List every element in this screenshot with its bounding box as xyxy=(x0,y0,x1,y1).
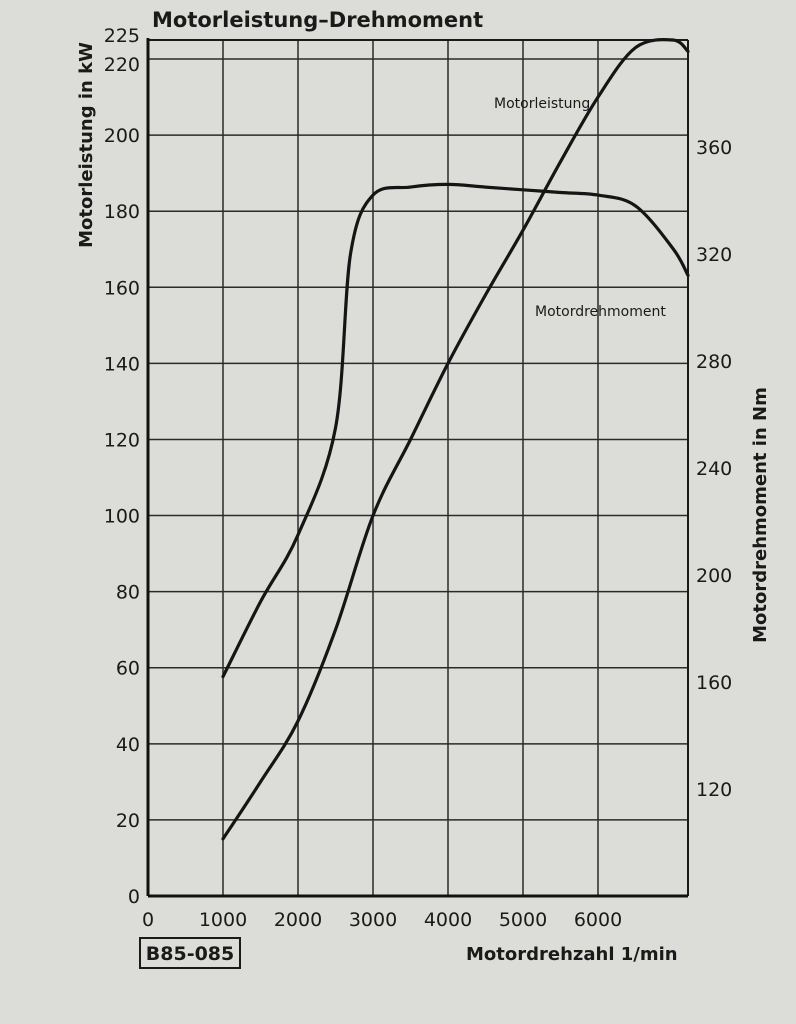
y-left-tick-140: 140 xyxy=(104,353,140,375)
series-line-motordrehmoment xyxy=(221,182,690,679)
x-tick-3000: 3000 xyxy=(349,909,397,931)
figure-id: B85-085 xyxy=(146,943,234,965)
y-right-tick-320: 320 xyxy=(696,244,732,266)
grid-lines xyxy=(148,39,689,896)
y-right-tick-200: 200 xyxy=(696,565,732,587)
y-left-tick-220: 220 xyxy=(104,54,140,76)
y-left-tick-120: 120 xyxy=(104,429,140,451)
tick-labels: 0 20 40 60 80 100 120 140 160 180 200 220 225 120 160 2… xyxy=(104,25,733,931)
y-right-tick-280: 280 xyxy=(696,351,732,373)
series-label-motordrehmoment: Motordrehmoment xyxy=(535,304,666,320)
x-tick-2000: 2000 xyxy=(274,909,322,931)
y-axis-right-label: Motordrehmoment in Nm xyxy=(750,387,771,643)
figure-id-frame xyxy=(139,937,241,969)
x-tick-6000: 6000 xyxy=(574,909,622,931)
x-tick-4000: 4000 xyxy=(424,909,472,931)
y-left-tick-0: 0 xyxy=(128,886,140,908)
y-left-tick-225: 225 xyxy=(104,25,140,47)
y-left-tick-20: 20 xyxy=(116,810,140,832)
y-left-tick-200: 200 xyxy=(104,125,140,147)
axes xyxy=(146,38,688,898)
y-right-tick-240: 240 xyxy=(696,458,732,480)
y-left-tick-40: 40 xyxy=(116,734,140,756)
series-line-motorleistung xyxy=(221,37,690,841)
y-axis-left-label: Motorleistung in kW xyxy=(76,42,97,248)
y-left-tick-180: 180 xyxy=(104,201,140,223)
y-left-tick-60: 60 xyxy=(116,658,140,680)
x-tick-5000: 5000 xyxy=(499,909,547,931)
y-left-tick-160: 160 xyxy=(104,277,140,299)
y-right-tick-120: 120 xyxy=(696,779,732,801)
figure-id-box: B85-085 xyxy=(139,937,241,969)
y-right-tick-360: 360 xyxy=(696,137,732,159)
x-tick-0: 0 xyxy=(142,909,154,931)
series-lines xyxy=(221,37,690,841)
y-left-tick-80: 80 xyxy=(116,582,140,604)
x-axis-label: Motordrehzahl 1/min xyxy=(466,944,678,965)
y-left-tick-100: 100 xyxy=(104,506,140,528)
chart-title: Motorleistung–Drehmoment xyxy=(152,8,483,32)
y-right-tick-160: 160 xyxy=(696,672,732,694)
series-label-motorleistung: Motorleistung xyxy=(494,96,590,112)
x-tick-1000: 1000 xyxy=(199,909,247,931)
